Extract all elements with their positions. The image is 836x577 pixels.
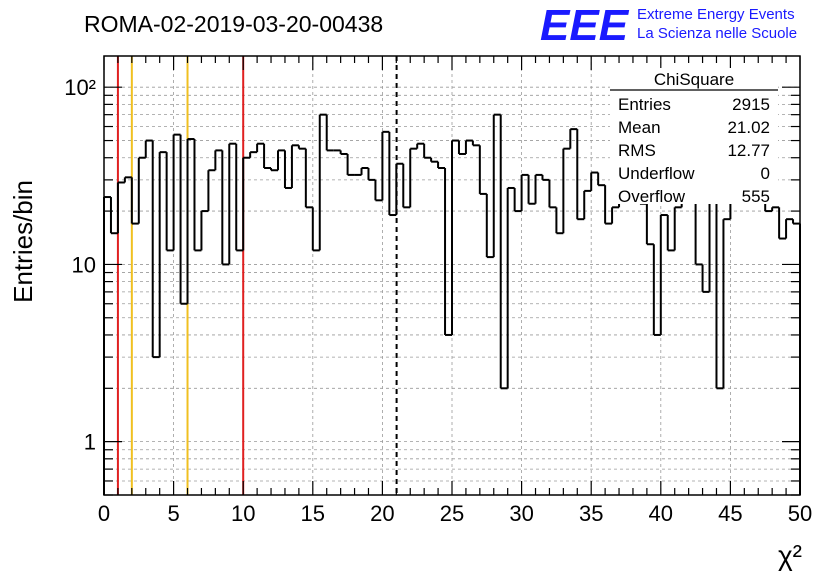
y-tick-label: 10² bbox=[64, 75, 96, 100]
logo-line-2: La Scienza nelle Scuole bbox=[637, 25, 797, 42]
x-tick-label: 15 bbox=[301, 501, 325, 526]
stats-box-background bbox=[610, 68, 778, 204]
x-tick-label: 0 bbox=[98, 501, 110, 526]
stats-label-underflow: Underflow bbox=[618, 164, 695, 183]
stats-label-entries: Entries bbox=[618, 95, 671, 114]
tick-labels: 0 5 10 15 20 25 30 35 40 45 50 1 10 10² bbox=[64, 75, 812, 526]
x-tick-label: 50 bbox=[788, 501, 812, 526]
x-tick-label: 25 bbox=[440, 501, 464, 526]
x-axis-label: χ² bbox=[778, 540, 802, 571]
x-tick-label: 45 bbox=[718, 501, 742, 526]
stats-title: ChiSquare bbox=[654, 70, 734, 89]
x-tick-label: 5 bbox=[167, 501, 179, 526]
stats-value-rms: 12.77 bbox=[727, 141, 770, 160]
x-tick-label: 35 bbox=[579, 501, 603, 526]
x-tick-label: 20 bbox=[370, 501, 394, 526]
stats-value-underflow: 0 bbox=[761, 164, 770, 183]
stats-value-entries: 2915 bbox=[732, 95, 770, 114]
x-tick-label: 30 bbox=[509, 501, 533, 526]
x-tick-label: 40 bbox=[649, 501, 673, 526]
stats-box: ChiSquare Entries 2915 Mean 21.02 RMS 12… bbox=[610, 68, 778, 206]
stats-value-overflow: 555 bbox=[742, 187, 770, 206]
stats-label-mean: Mean bbox=[618, 118, 661, 137]
stats-label-rms: RMS bbox=[618, 141, 656, 160]
eee-logo: EEE bbox=[540, 1, 630, 50]
y-tick-label: 1 bbox=[84, 430, 96, 455]
logo-line-1: Extreme Energy Events bbox=[637, 6, 795, 23]
run-id-title: ROMA-02-2019-03-20-00438 bbox=[84, 11, 383, 37]
y-tick-label: 10 bbox=[72, 252, 96, 277]
stats-value-mean: 21.02 bbox=[727, 118, 770, 137]
y-axis-label: Entries/bin bbox=[8, 180, 38, 303]
x-tick-label: 10 bbox=[231, 501, 255, 526]
axis-ticks bbox=[103, 56, 801, 496]
stats-label-overflow: Overflow bbox=[618, 187, 686, 206]
